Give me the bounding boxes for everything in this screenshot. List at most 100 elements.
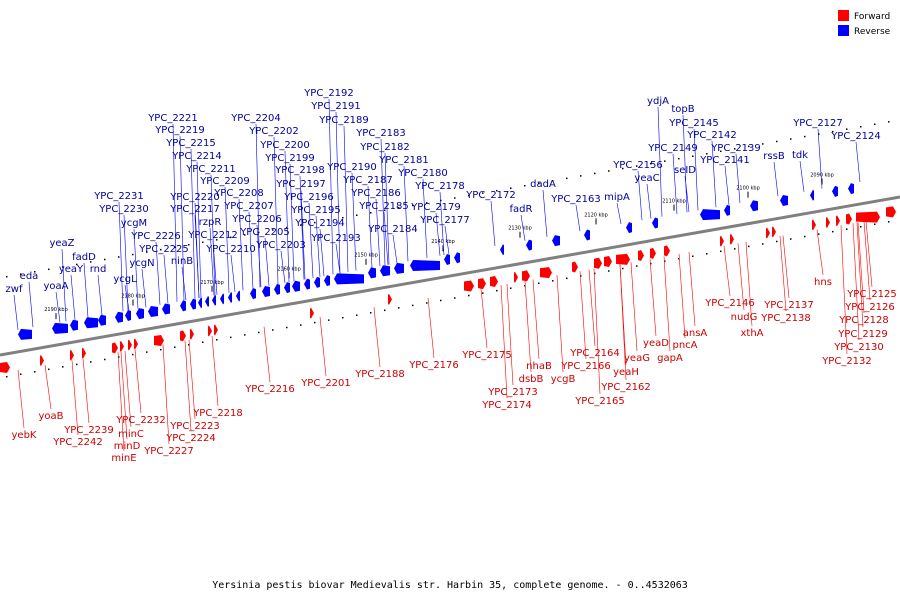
forward-gene-label: YPC_2223 [169, 421, 220, 432]
scale-dot [622, 167, 624, 170]
reverse-gene-label: seID [674, 165, 696, 176]
kbp-tick-label: 2100 kbp [736, 186, 760, 192]
reverse-gene-label: YPC_2194 [294, 218, 345, 229]
reverse-label-leader [672, 153, 678, 215]
reverse-label-leader [799, 160, 805, 192]
scale-dot [762, 143, 764, 145]
reverse-gene-arrow [500, 244, 504, 256]
scale-dot [160, 348, 162, 351]
reverse-gene-label: YPC_2127 [792, 118, 843, 129]
genome-axis [0, 195, 900, 357]
reverse-label-leader [289, 163, 295, 282]
reverse-label-leader [238, 198, 244, 291]
reverse-gene-label: tdk [792, 150, 808, 161]
reverse-label-leader [124, 284, 130, 311]
reverse-gene-label: yeaC [634, 173, 659, 184]
reverse-gene-arrow [552, 235, 560, 247]
scale-dot [20, 273, 22, 275]
forward-gene-label: pncA [672, 340, 697, 351]
forward-gene-label: yeaD [643, 338, 669, 349]
forward-label-leader [184, 340, 192, 432]
reverse-label-leader [163, 254, 169, 304]
reverse-label-leader [439, 191, 445, 256]
forward-gene-label: YPC_2201 [300, 378, 351, 389]
scale-dot [34, 371, 36, 373]
reverse-gene-label: YPC_2149 [647, 143, 698, 154]
scale-dot [762, 243, 764, 245]
scale-dot [146, 251, 148, 253]
reverse-label-leader [179, 135, 185, 301]
reverse-gene-label: YPC_2163 [550, 194, 601, 205]
scale-dot [510, 187, 512, 189]
reverse-gene-label: YPC_2206 [231, 214, 282, 225]
reverse-gene-label: YPC_2179 [410, 202, 461, 213]
reverse-gene-label: YPC_2180 [397, 168, 448, 179]
forward-label-leader [649, 258, 657, 337]
reverse-gene-label: YPC_2202 [248, 126, 299, 137]
reverse-label-leader [300, 189, 306, 280]
forward-gene-arrow [180, 330, 186, 342]
forward-gene-label: YPC_2146 [704, 298, 755, 309]
scale-dot [76, 263, 78, 266]
forward-gene-arrow [594, 257, 602, 269]
forward-gene-arrow [616, 253, 630, 265]
reverse-label-leader [684, 175, 690, 213]
reverse-gene-label: YPC_2172 [465, 190, 516, 201]
forward-label-leader [857, 222, 865, 314]
forward-gene-arrow [154, 334, 164, 346]
scale-dot [482, 192, 484, 194]
reverse-gene-arrow [832, 185, 838, 197]
scale-dot [272, 229, 274, 231]
reverse-gene-label: YPC_2212 [187, 230, 238, 241]
forward-gene-arrow [134, 338, 138, 350]
scale-dot [440, 299, 442, 302]
scale-dot [650, 262, 652, 265]
reverse-gene-arrow [394, 262, 404, 274]
reverse-label-leader [248, 211, 254, 289]
forward-label-leader [588, 269, 596, 347]
reverse-gene-label: YPC_2177 [419, 215, 470, 226]
forward-gene-label: dsbB [519, 374, 544, 385]
scale-dot [286, 226, 288, 229]
scale-dot [874, 123, 876, 126]
scale-dot [314, 221, 316, 224]
forward-label-leader [593, 268, 601, 395]
scale-dot [706, 153, 708, 155]
reverse-gene-label: YPC_2217 [169, 204, 220, 215]
reverse-gene-arrow [626, 222, 632, 234]
scale-dot [216, 339, 218, 341]
scale-dots [6, 121, 890, 378]
reverse-gene-label: fadR [510, 204, 533, 215]
scale-dot [272, 329, 274, 331]
scale-dot [678, 157, 680, 160]
reverse-label-leader [308, 202, 314, 279]
forward-gene-label: YPC_2162 [600, 382, 651, 393]
reverse-gene-label: YPC_2230 [98, 204, 149, 215]
reverse-label-leader [133, 228, 139, 309]
kbp-tick-label: 2170 kbp [200, 280, 224, 286]
scale-dot [580, 175, 582, 177]
forward-label-leader [524, 280, 532, 373]
reverse-gene-arrow [115, 311, 123, 323]
scale-dot [818, 233, 820, 235]
forward-label-leader [134, 349, 142, 414]
reverse-gene-label: YPC_2221 [147, 113, 198, 124]
reverse-gene-arrow [162, 303, 170, 315]
gene-arrows [0, 183, 896, 373]
reverse-gene-label: YPC_2207 [223, 201, 274, 212]
forward-label-leader [211, 335, 219, 407]
scale-dot [636, 265, 638, 267]
reverse-gene-label: YPC_2208 [213, 188, 264, 199]
scale-dot [496, 289, 498, 292]
scale-dot [538, 182, 540, 185]
forward-label-leader [865, 220, 873, 288]
forward-gene-label: YPC_2227 [143, 446, 194, 457]
scale-dot [6, 275, 8, 278]
scale-dot [370, 312, 372, 314]
reverse-label-leader [280, 250, 286, 283]
reverse-gene-arrow [380, 265, 390, 277]
reverse-gene-arrow [292, 280, 300, 292]
reverse-label-leader [190, 148, 196, 299]
reverse-label-leader [123, 214, 129, 311]
reverse-gene-arrow [724, 204, 730, 216]
